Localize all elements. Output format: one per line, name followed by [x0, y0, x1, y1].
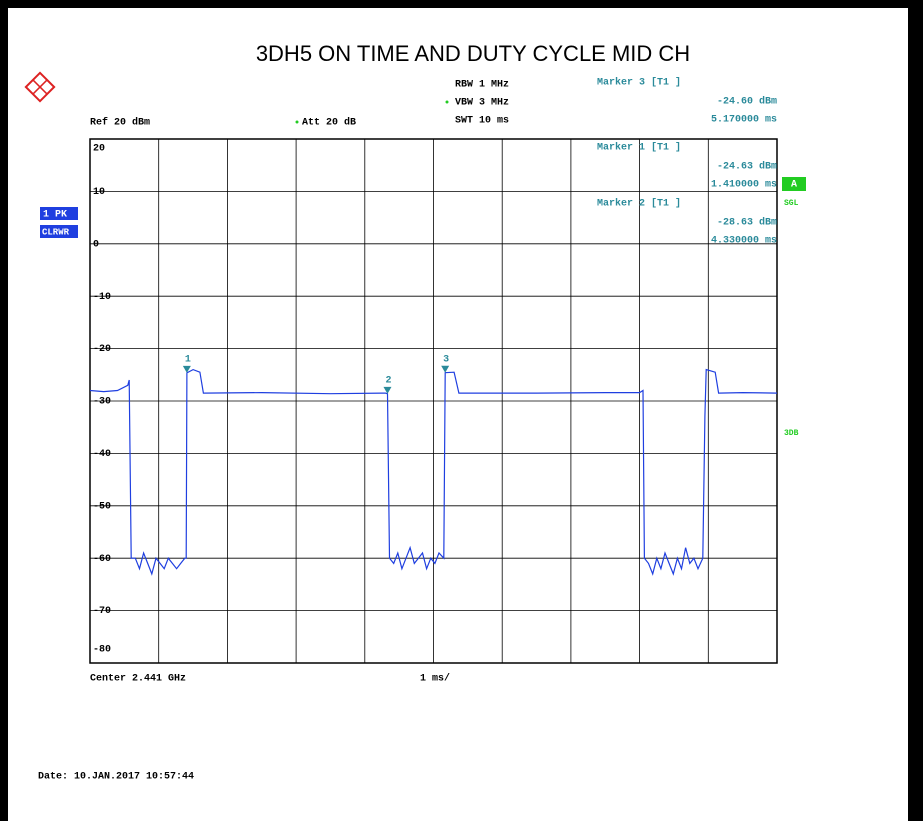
y-tick-label: -50	[93, 501, 111, 512]
att: Att 20 dB	[302, 117, 356, 129]
marker-level: -24.63 dBm	[717, 161, 777, 173]
marker-number: 2	[385, 375, 391, 386]
marker-header: Marker 1 [T1 ]	[597, 142, 681, 154]
marker-time: 1.410000 ms	[711, 180, 777, 191]
swt: SWT 10 ms	[455, 116, 509, 127]
y-tick-label: -20	[93, 344, 111, 355]
db: 3DB	[784, 429, 799, 438]
a-label: A	[791, 180, 797, 191]
marker-number: 3	[443, 354, 449, 365]
ref: Ref 20 dBm	[90, 117, 150, 129]
sgl: SGL	[784, 199, 799, 208]
logo	[24, 71, 56, 103]
dot	[445, 100, 449, 104]
center: Center 2.441 GHz	[90, 674, 186, 685]
vbw: VBW 3 MHz	[455, 98, 509, 109]
marker-level: -28.63 dBm	[717, 217, 777, 229]
chart: 3DH5 ON TIME AND DUTY CYCLE MID CH RBW 1…	[8, 8, 908, 821]
y-tick-label: -10	[93, 292, 111, 303]
mode-box	[40, 225, 78, 238]
marker-number: 1	[185, 355, 191, 366]
marker-header: Marker 3 [T1 ]	[597, 77, 681, 89]
marker-header: Marker 2 [T1 ]	[597, 198, 681, 210]
y-tick-label: -60	[93, 554, 111, 565]
y-tick-label: 20	[93, 144, 105, 155]
dot	[295, 120, 299, 124]
mode-label: CLRWR	[42, 227, 70, 237]
marker	[383, 386, 392, 394]
y-tick-label: -40	[93, 449, 111, 460]
trace-label: 1 PK	[43, 210, 67, 221]
y-tick-label: 0	[93, 239, 99, 250]
a-box	[782, 177, 806, 191]
y-tick-label: 10	[93, 187, 105, 198]
trace	[89, 368, 778, 576]
rbw: RBW 1 MHz	[455, 80, 509, 91]
marker-time: 4.330000 ms	[711, 236, 777, 247]
span: 1 ms/	[420, 673, 450, 685]
chart-title: 3DH5 ON TIME AND DUTY CYCLE MID CH	[256, 41, 690, 66]
trace-box	[40, 207, 78, 220]
marker-level: -24.60 dBm	[717, 96, 777, 108]
y-tick-label: -70	[93, 606, 111, 617]
marker	[182, 365, 191, 373]
y-tick-label: -30	[93, 397, 111, 408]
marker	[441, 365, 450, 373]
date: Date: 10.JAN.2017 10:57:44	[38, 772, 194, 783]
y-tick-label: -80	[93, 645, 111, 656]
marker-time: 5.170000 ms	[711, 115, 777, 126]
